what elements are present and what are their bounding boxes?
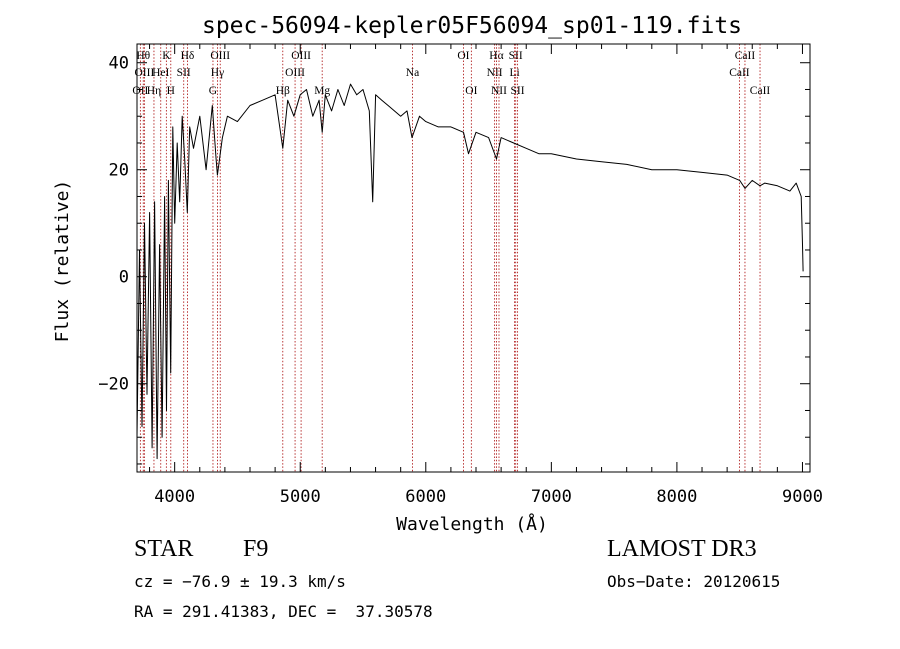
spectral-line-label-7: SII bbox=[177, 67, 191, 79]
spectral-line-label-11: OIII bbox=[210, 50, 230, 62]
spectral-line-label-24: SII bbox=[511, 85, 525, 97]
y-axis-label: Flux (relative) bbox=[52, 180, 73, 343]
x-tick-label-4: 8000 bbox=[656, 487, 697, 507]
spectral-line-label-2: OIII bbox=[135, 67, 155, 79]
spectral-line-label-19: NII bbox=[487, 67, 503, 79]
x-axis-label: Wavelength (Å) bbox=[396, 513, 548, 535]
x-tick-label-2: 6000 bbox=[405, 487, 446, 507]
plot-frame bbox=[136, 43, 811, 473]
coordinates: RA = 291.41383, DEC = 37.30578 bbox=[134, 602, 433, 621]
spectral-line-label-23: SII bbox=[509, 50, 523, 62]
spectral-class: F9 bbox=[243, 536, 269, 562]
object-type: STAR bbox=[134, 536, 194, 562]
x-tick-label-5: 9000 bbox=[782, 487, 823, 507]
spectral-line-label-20: Hα bbox=[489, 50, 503, 62]
spectral-line-label-10: Hγ bbox=[211, 67, 224, 79]
spectrum-series-line bbox=[136, 83, 804, 460]
observation-date: Obs−Date: 20120615 bbox=[607, 572, 781, 591]
x-tick-label-1: 5000 bbox=[280, 487, 321, 507]
survey-name: LAMOST DR3 bbox=[607, 536, 757, 562]
spectral-line-label-27: CaII bbox=[750, 85, 771, 97]
y-tick-label-3: 40 bbox=[109, 54, 129, 74]
y-tick-label-2: 20 bbox=[109, 161, 129, 181]
chart-title: spec-56094-kepler05F56094_sp01-119.fits bbox=[202, 13, 742, 39]
spectral-line-label-5: K bbox=[162, 50, 171, 62]
spectral-line-label-15: Mg bbox=[314, 85, 330, 97]
spectral-line-label-8: Hδ bbox=[181, 50, 195, 62]
spectral-line-label-12: Hβ bbox=[276, 85, 290, 97]
spectral-line-label-16: Na bbox=[406, 67, 419, 79]
spectral-line-label-1: Hθ bbox=[136, 50, 150, 62]
spectral-line-label-6: H bbox=[167, 85, 175, 97]
x-tick-label-0: 4000 bbox=[154, 487, 195, 507]
x-tick-label-3: 7000 bbox=[531, 487, 572, 507]
spectral-line-label-22: Li bbox=[509, 67, 519, 79]
spectral-line-label-25: CaII bbox=[729, 67, 750, 79]
spectral-line-label-14: OIII bbox=[291, 50, 311, 62]
plot-area: OIIHθOIIIHηHeIKHSIIHδGHγOIIIHβOIIIOIIIMg… bbox=[98, 43, 823, 507]
spectral-line-label-9: G bbox=[209, 85, 217, 97]
spectral-line-label-3: Hη bbox=[147, 85, 161, 97]
spectral-line-label-18: OI bbox=[465, 85, 477, 97]
spectral-line-label-26: CaII bbox=[735, 50, 756, 62]
spectral-line-label-13: OIII bbox=[285, 67, 305, 79]
spectral-line-label-4: HeI bbox=[152, 67, 169, 79]
y-tick-label-1: 0 bbox=[119, 268, 129, 288]
redshift-velocity: cz = −76.9 ± 19.3 km/s bbox=[134, 572, 346, 591]
y-tick-label-0: −20 bbox=[98, 375, 129, 395]
spectral-line-label-17: OI bbox=[457, 50, 469, 62]
spectral-line-label-21: NII bbox=[491, 85, 507, 97]
